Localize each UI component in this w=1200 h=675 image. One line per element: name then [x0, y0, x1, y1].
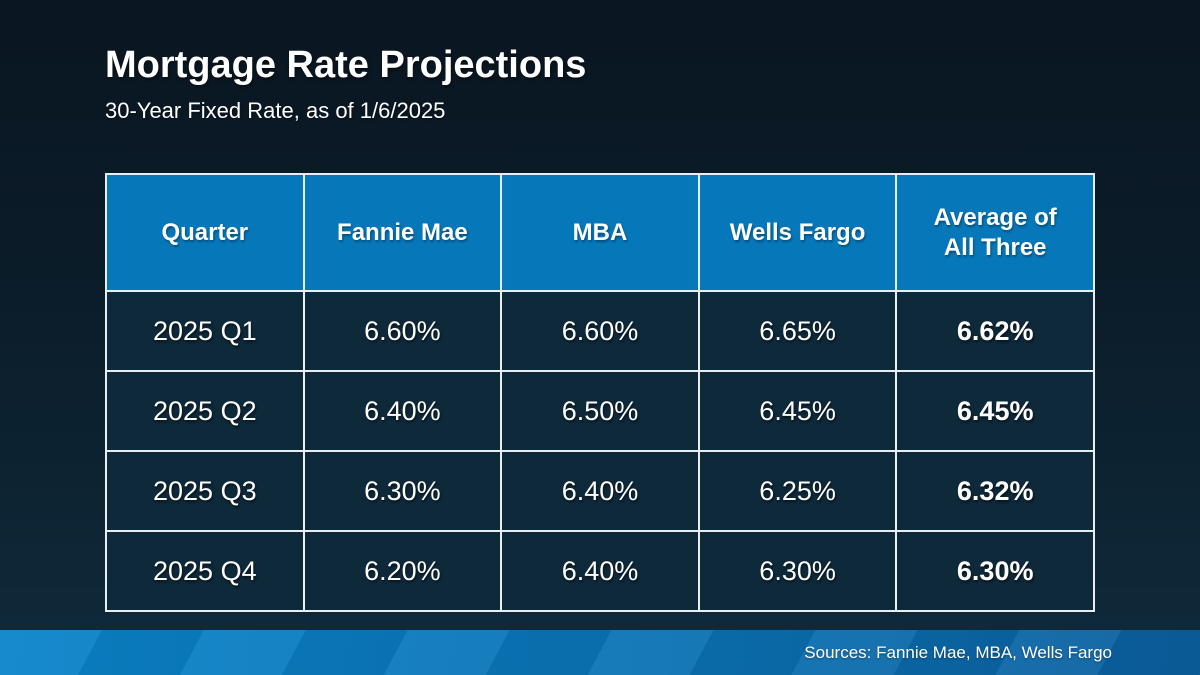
cell-fannie-mae: 6.40%	[302, 370, 503, 452]
table-row-q3: 2025 Q3 6.30% 6.40% 6.25% 6.32%	[105, 450, 1095, 532]
cell-fannie-mae: 6.60%	[302, 290, 503, 372]
table-header-row: Quarter Fannie Mae MBA Wells Fargo Avera…	[105, 173, 1095, 292]
cell-fannie-mae: 6.20%	[302, 530, 503, 612]
table-row-q2: 2025 Q2 6.40% 6.50% 6.45% 6.45%	[105, 370, 1095, 452]
sources-text: Sources: Fannie Mae, MBA, Wells Fargo	[804, 642, 1112, 662]
cell-average: 6.32%	[895, 450, 1095, 532]
cell-fannie-mae: 6.30%	[302, 450, 503, 532]
cell-average: 6.62%	[895, 290, 1095, 372]
table-row-q1: 2025 Q1 6.60% 6.60% 6.65% 6.62%	[105, 290, 1095, 372]
header-cell-mba: MBA	[500, 173, 700, 292]
cell-average: 6.30%	[895, 530, 1095, 612]
header-cell-wells-fargo: Wells Fargo	[697, 173, 898, 292]
mortgage-rate-projections-table: Quarter Fannie Mae MBA Wells Fargo Avera…	[105, 173, 1095, 612]
cell-wells-fargo: 6.65%	[697, 290, 898, 372]
cell-mba: 6.40%	[500, 450, 700, 532]
cell-wells-fargo: 6.30%	[697, 530, 898, 612]
page-subtitle: 30-Year Fixed Rate, as of 1/6/2025	[105, 98, 446, 123]
table-row-q4: 2025 Q4 6.20% 6.40% 6.30% 6.30%	[105, 530, 1095, 612]
cell-average: 6.45%	[895, 370, 1095, 452]
header-cell-quarter: Quarter	[105, 173, 305, 292]
cell-wells-fargo: 6.25%	[697, 450, 898, 532]
page-title: Mortgage Rate Projections	[105, 44, 587, 86]
cell-mba: 6.60%	[500, 290, 700, 372]
cell-quarter: 2025 Q2	[105, 370, 305, 452]
cell-quarter: 2025 Q4	[105, 530, 305, 612]
header-cell-fannie-mae: Fannie Mae	[302, 173, 503, 292]
footer-bar: Sources: Fannie Mae, MBA, Wells Fargo	[0, 630, 1200, 675]
header-cell-average: Average of All Three	[895, 173, 1095, 292]
cell-wells-fargo: 6.45%	[697, 370, 898, 452]
cell-mba: 6.40%	[500, 530, 700, 612]
cell-mba: 6.50%	[500, 370, 700, 452]
cell-quarter: 2025 Q3	[105, 450, 305, 532]
cell-quarter: 2025 Q1	[105, 290, 305, 372]
